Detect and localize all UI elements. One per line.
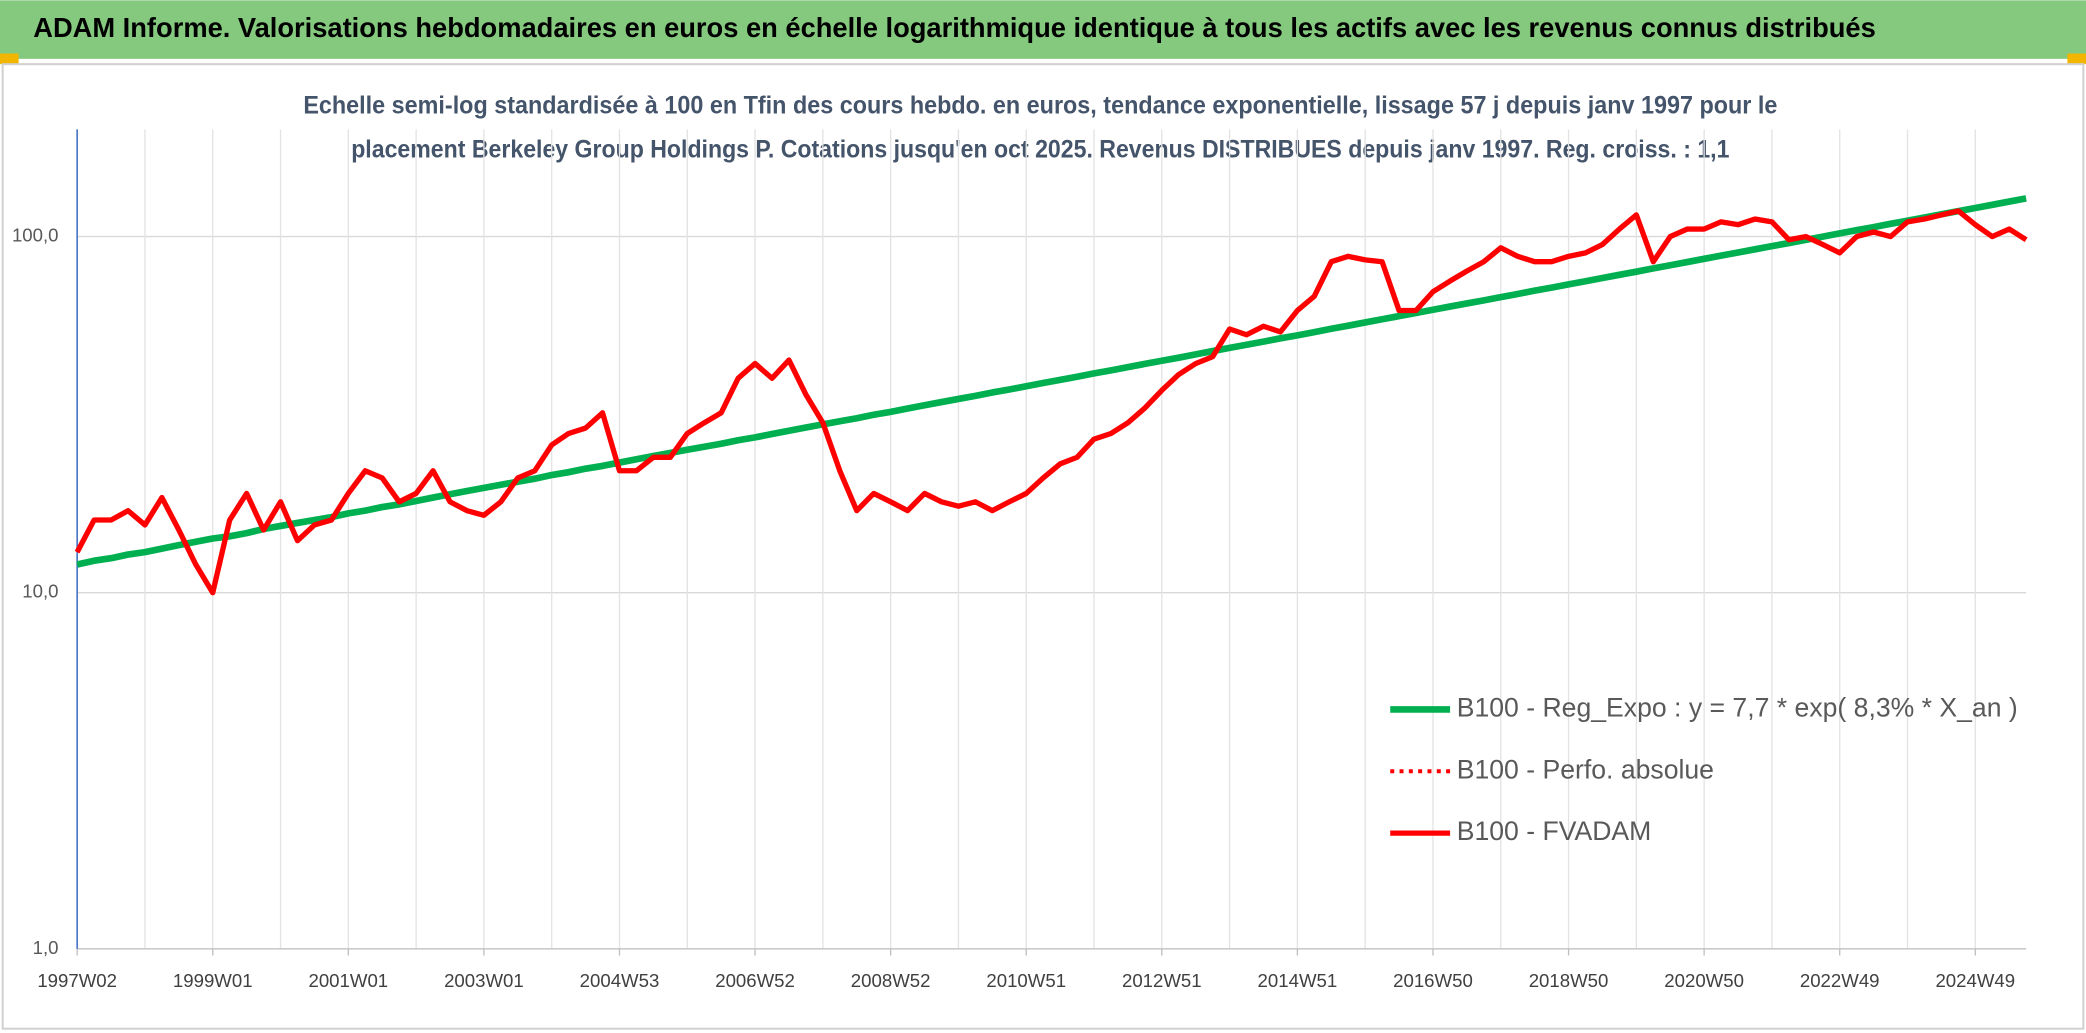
x-tick-label: 2001W01 [308, 970, 388, 991]
plot-area [74, 195, 2028, 596]
legend-label: B100 - FVADAM [1457, 816, 1652, 846]
legend-label: B100 - Perfo. absolue [1457, 754, 1714, 784]
x-tick-label: 2004W53 [580, 970, 660, 991]
legend: B100 - Reg_Expo : y = 7,7 * exp( 8,3% * … [1390, 692, 2018, 846]
corner-mark [2067, 53, 2086, 65]
x-tick-label: 1999W01 [173, 970, 253, 991]
corner-mark [0, 53, 19, 65]
x-tick-label: 2003W01 [444, 970, 524, 991]
x-tick-label: 2008W52 [851, 970, 931, 991]
x-tick-label: 2016W50 [1393, 970, 1473, 991]
series-line [76, 195, 2027, 568]
chart-border [1, 63, 2085, 1030]
x-tick-label: 2018W50 [1529, 970, 1609, 991]
y-tick-label: 1,0 [33, 937, 59, 958]
x-tick-label: 2006W52 [715, 970, 795, 991]
x-tick-label: 2010W51 [986, 970, 1066, 991]
x-tick-label: 2014W51 [1258, 970, 1338, 991]
x-tick-label: 2020W50 [1664, 970, 1744, 991]
chart-subtitle: placement Berkeley Group Holdings P. Cot… [351, 135, 1729, 163]
grid: 1,0 10,0 100,0 1997W02 1999W01 2001W01 2003W01… [12, 129, 2027, 991]
x-tick-label: 1997W02 [37, 970, 117, 991]
series-line [74, 208, 2028, 596]
legend-label: B100 - Reg_Expo : y = 7,7 * exp( 8,3% * … [1457, 692, 2018, 722]
x-tick-label: 2022W49 [1800, 970, 1880, 991]
title-banner [0, 0, 2086, 59]
x-tick-label: 2012W51 [1122, 970, 1202, 991]
x-tick-label: 2024W49 [1935, 970, 2015, 991]
chart-title: ADAM Informe. Valorisations hebdomadaire… [33, 12, 1876, 43]
chart-subtitle: Echelle semi-log standardisée à 100 en T… [303, 91, 1777, 119]
y-tick-label: 10,0 [22, 581, 58, 602]
y-tick-label: 100,0 [12, 224, 59, 245]
